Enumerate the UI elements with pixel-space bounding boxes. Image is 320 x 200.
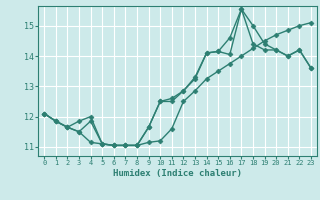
X-axis label: Humidex (Indice chaleur): Humidex (Indice chaleur) xyxy=(113,169,242,178)
